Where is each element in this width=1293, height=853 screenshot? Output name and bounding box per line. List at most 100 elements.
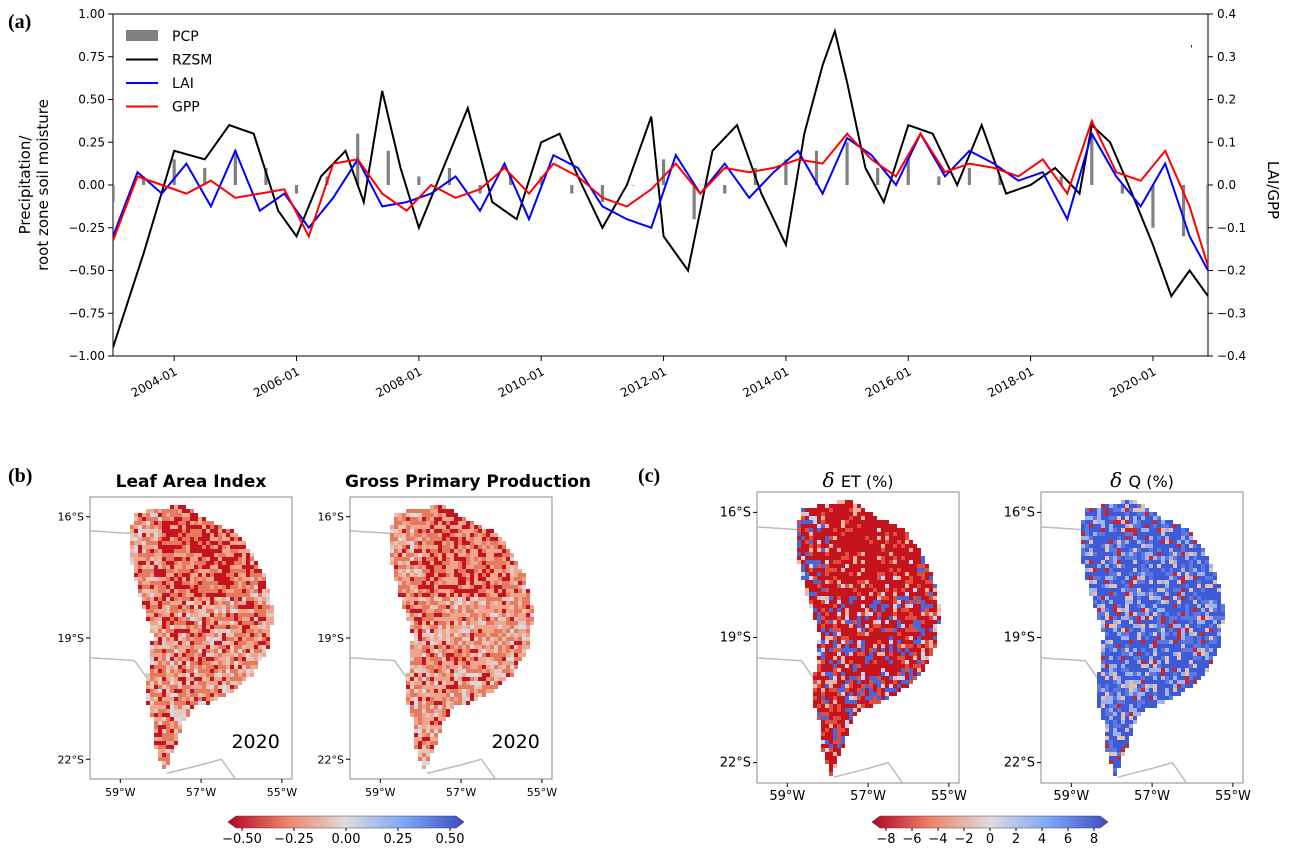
map-pixel (434, 689, 438, 693)
map-pixel (190, 689, 194, 693)
map-pixel (138, 589, 142, 593)
map-pixel (857, 648, 861, 652)
map-pixel (246, 673, 250, 677)
map-pixel (194, 609, 198, 613)
map-pixel (218, 677, 222, 681)
map-pixel (893, 524, 897, 528)
map-pixel (222, 657, 226, 661)
map-pixel (446, 629, 450, 633)
map-pixel (877, 556, 881, 560)
map-pixel (829, 748, 833, 752)
map-pixel (833, 720, 837, 724)
map-pixel (849, 524, 853, 528)
map-pixel (170, 645, 174, 649)
map-pixel (901, 584, 905, 588)
map-pixel (901, 608, 905, 612)
map-pixel (450, 561, 454, 565)
map-pixel (438, 509, 442, 513)
map-pixel (1149, 552, 1153, 556)
map-pixel (893, 640, 897, 644)
map-pixel (418, 569, 422, 573)
map-pixel (917, 600, 921, 604)
map-pixel (394, 537, 398, 541)
map-pixel (406, 597, 410, 601)
map-pixel (877, 564, 881, 568)
map-pixel (202, 613, 206, 617)
map-pixel (825, 712, 829, 716)
map-pixel (829, 648, 833, 652)
map-pixel (450, 589, 454, 593)
map-pixel (837, 564, 841, 568)
map-pixel (1129, 516, 1133, 520)
map-pixel (186, 669, 190, 673)
map-pixel (430, 657, 434, 661)
map-pixel (1133, 560, 1137, 564)
map-pixel (194, 525, 198, 529)
map-pixel (861, 612, 865, 616)
map-pixel (1085, 544, 1089, 548)
map-pixel (402, 593, 406, 597)
map-pixel (825, 516, 829, 520)
map-pixel (242, 545, 246, 549)
map-pixel (446, 541, 450, 545)
map-pixel (194, 697, 198, 701)
map-pixel (817, 540, 821, 544)
map-pixel (1081, 520, 1085, 524)
map-pixel (833, 604, 837, 608)
map-pixel (450, 601, 454, 605)
map-pixel (442, 549, 446, 553)
map-pixel (210, 577, 214, 581)
map-pixel (146, 613, 150, 617)
map-pixel (478, 537, 482, 541)
map-pixel (182, 505, 186, 509)
map-pixel (242, 577, 246, 581)
map-pixel (917, 596, 921, 600)
map-pixel (1089, 540, 1093, 544)
map-pixel (194, 545, 198, 549)
map-pixel (446, 637, 450, 641)
map-pixel (921, 620, 925, 624)
map-pixel (414, 549, 418, 553)
map-pixel (442, 601, 446, 605)
map-pixel (454, 529, 458, 533)
map-pixel (837, 608, 841, 612)
map-pixel (797, 548, 801, 552)
map-pixel (438, 557, 442, 561)
map-pixel (821, 576, 825, 580)
map-pixel (813, 608, 817, 612)
map-pixel (170, 525, 174, 529)
map-pixel (1085, 508, 1089, 512)
map-pixel (486, 553, 490, 557)
map-pixel (182, 689, 186, 693)
map-pixel (170, 681, 174, 685)
map-pixel (490, 677, 494, 681)
map-pixel (526, 597, 530, 601)
map-pixel (190, 605, 194, 609)
map-pixel (498, 549, 502, 553)
map-pixel (518, 637, 522, 641)
map-pixel (450, 541, 454, 545)
map-pixel (893, 676, 897, 680)
map-pixel (438, 713, 442, 717)
map-pixel (258, 613, 262, 617)
map-pixel (825, 680, 829, 684)
map-pixel (821, 604, 825, 608)
map-pixel (821, 648, 825, 652)
map-pixel (158, 673, 162, 677)
map-pixel (246, 629, 250, 633)
map-pixel (226, 605, 230, 609)
map-pixel (418, 517, 422, 521)
map-pixel (430, 709, 434, 713)
map-pixel (462, 605, 466, 609)
map-pixel (166, 509, 170, 513)
map-pixel (837, 548, 841, 552)
map-pixel (857, 568, 861, 572)
map-pixel (146, 577, 150, 581)
map-pixel (841, 708, 845, 712)
map-pixel (813, 680, 817, 684)
map-pixel (893, 528, 897, 532)
map-pixel (194, 657, 198, 661)
map-pixel (418, 697, 422, 701)
map-pixel (462, 673, 466, 677)
map-pixel (202, 533, 206, 537)
